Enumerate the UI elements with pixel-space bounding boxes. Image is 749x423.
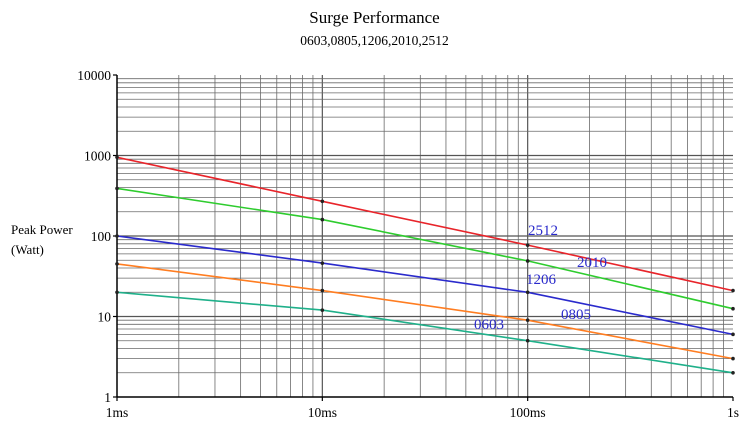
series-line-1206 xyxy=(116,235,734,336)
data-point-0805 xyxy=(115,262,119,266)
data-point-2010 xyxy=(731,306,735,311)
data-point-0805 xyxy=(731,356,735,361)
y-tick-label: 100 xyxy=(91,229,112,244)
y-axis-label: Peak Power (Watt) xyxy=(11,220,91,260)
chart-subtitle: 0603,0805,1206,2010,2512 xyxy=(300,33,449,48)
series-line-0805 xyxy=(116,263,734,360)
series-label-0603: 0603 xyxy=(474,317,504,333)
y-tick-label: 10000 xyxy=(77,68,111,83)
y-tick-label: 1 xyxy=(104,390,111,405)
y-tick-label: 10 xyxy=(98,310,112,325)
data-point-0603 xyxy=(115,290,119,295)
data-point-0805 xyxy=(320,288,325,293)
data-point-1206 xyxy=(525,290,530,295)
series-line-2512 xyxy=(116,156,734,292)
data-point-0603 xyxy=(731,370,735,375)
y-tick-label: 1000 xyxy=(84,149,111,164)
data-point-2010 xyxy=(115,186,119,191)
series-line-2010 xyxy=(116,187,734,310)
data-point-2512 xyxy=(115,155,119,160)
x-tick-label: 1ms xyxy=(106,405,129,420)
data-point-0603 xyxy=(320,308,325,312)
y-axis-label-line2: (Watt) xyxy=(11,242,44,257)
x-tick-label: 100ms xyxy=(510,405,546,420)
series-label-2010: 2010 xyxy=(577,255,607,271)
data-point-1206 xyxy=(731,332,735,337)
x-tick-label: 1s xyxy=(727,405,739,420)
data-point-1206 xyxy=(320,261,325,265)
data-point-2512 xyxy=(320,199,325,204)
data-point-2010 xyxy=(525,259,530,263)
data-point-2010 xyxy=(320,217,325,222)
data-point-0805 xyxy=(525,318,530,322)
data-point-1206 xyxy=(115,234,119,238)
series-label-1206: 1206 xyxy=(526,272,557,288)
series-label-2512: 2512 xyxy=(528,223,558,239)
x-tick-label: 10ms xyxy=(308,405,337,420)
series-label-0805: 0805 xyxy=(561,307,591,323)
data-point-0603 xyxy=(525,338,530,343)
data-point-2512 xyxy=(731,288,735,293)
chart-title: Surge Performance xyxy=(309,8,440,27)
series-line-0603 xyxy=(116,291,734,374)
y-axis-label-line1: Peak Power xyxy=(11,222,73,237)
data-point-2512 xyxy=(525,243,530,247)
